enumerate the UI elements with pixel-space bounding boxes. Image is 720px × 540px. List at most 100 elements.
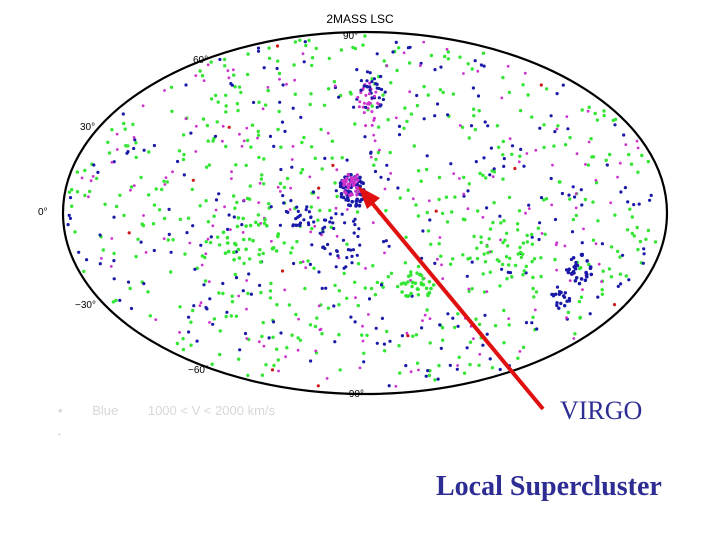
galaxy-dot: [586, 163, 591, 167]
galaxy-dot: [448, 262, 453, 266]
galaxy-dot: [644, 237, 648, 241]
galaxy-dot: [139, 175, 143, 180]
galaxy-dot: [403, 261, 408, 265]
galaxy-dot: [423, 313, 427, 317]
galaxy-dot: [419, 273, 424, 278]
galaxy-dot: [351, 248, 355, 252]
galaxy-dot: [467, 136, 471, 140]
galaxy-dot: [335, 234, 339, 238]
galaxy-dot: [98, 262, 102, 266]
galaxy-dot: [369, 151, 373, 155]
galaxy-dot: [206, 139, 210, 143]
galaxy-dot: [275, 66, 279, 71]
galaxy-dot: [289, 199, 293, 203]
galaxy-dot: [298, 38, 302, 42]
galaxy-dot: [596, 219, 600, 223]
galaxy-dot: [202, 283, 206, 287]
galaxy-dot: [476, 209, 480, 213]
galaxy-dot: [382, 349, 387, 353]
galaxy-dot: [402, 51, 406, 55]
galaxy-dot: [570, 230, 575, 234]
galaxy-dot: [80, 176, 84, 180]
galaxy-dot: [189, 131, 193, 135]
galaxy-dot: [567, 193, 571, 197]
galaxy-dot: [600, 242, 605, 246]
galaxy-dot: [365, 333, 369, 337]
galaxy-dot: [561, 294, 566, 298]
galaxy-dot: [101, 248, 106, 252]
galaxy-dot: [424, 286, 429, 291]
galaxy-dot: [555, 301, 559, 305]
galaxy-dot: [510, 144, 515, 148]
galaxy-dot: [353, 122, 357, 126]
galaxy-dot: [608, 152, 612, 157]
galaxy-dot: [424, 374, 428, 378]
galaxy-dot: [397, 133, 402, 137]
galaxy-dot: [317, 304, 321, 308]
galaxy-dot: [416, 287, 420, 292]
virgo-label: VIRGO: [560, 396, 643, 425]
galaxy-dot: [208, 297, 212, 301]
galaxy-dot: [524, 264, 528, 269]
galaxy-dot: [309, 230, 313, 234]
galaxy-dot: [314, 349, 318, 353]
galaxy-dot: [302, 135, 306, 140]
galaxy-dot: [605, 163, 609, 167]
galaxy-dot: [449, 162, 453, 166]
galaxy-dot: [429, 53, 434, 58]
galaxy-dot: [479, 240, 483, 245]
galaxy-dot: [333, 181, 337, 185]
galaxy-dot: [427, 280, 432, 284]
galaxy-dot: [316, 384, 320, 388]
galaxy-dot: [281, 83, 285, 87]
galaxy-dot: [579, 295, 584, 299]
galaxy-dot: [550, 203, 554, 207]
galaxy-dot: [328, 220, 332, 224]
galaxy-dot: [622, 133, 626, 137]
galaxy-dot: [600, 292, 605, 296]
galaxy-dot: [67, 190, 72, 194]
galaxy-dot: [558, 180, 562, 184]
lat-label-30n: 30°: [80, 122, 96, 133]
galaxy-dot: [438, 88, 443, 92]
galaxy-dot: [361, 324, 364, 328]
galaxy-dot: [284, 355, 287, 359]
galaxy-dot: [384, 239, 388, 243]
galaxy-dot: [419, 179, 423, 183]
galaxy-dot: [271, 335, 275, 339]
galaxy-dot: [588, 312, 592, 316]
galaxy-dot: [306, 259, 310, 263]
galaxy-dot: [244, 224, 248, 228]
galaxy-dot: [635, 225, 639, 230]
galaxy-dot: [317, 270, 321, 274]
galaxy-dot: [256, 49, 261, 53]
galaxy-dot: [251, 238, 255, 243]
lat-label-60n: 60°: [193, 55, 209, 66]
galaxy-dot: [152, 143, 156, 148]
galaxy-dot: [550, 292, 554, 297]
galaxy-dot: [405, 331, 409, 335]
galaxy-dot: [553, 130, 557, 134]
galaxy-dot: [309, 92, 313, 96]
galaxy-dot: [323, 225, 327, 229]
galaxy-dot: [301, 52, 305, 56]
galaxy-dot: [499, 238, 502, 242]
galaxy-dot: [400, 290, 404, 294]
galaxy-dot: [501, 240, 505, 245]
galaxy-dot: [277, 71, 282, 76]
galaxy-dot: [274, 249, 279, 253]
galaxy-dot: [235, 200, 239, 205]
galaxy-dot: [385, 163, 389, 167]
galaxy-dot: [501, 139, 505, 144]
galaxy-dot: [492, 201, 496, 205]
galaxy-dot: [597, 262, 601, 266]
galaxy-dot: [653, 240, 658, 244]
galaxy-dot: [203, 255, 207, 260]
galaxy-dot: [188, 241, 192, 245]
galaxy-dot: [301, 260, 305, 263]
galaxy-dot: [627, 152, 631, 157]
galaxy-dot: [309, 215, 313, 220]
galaxy-dot: [221, 291, 225, 296]
galaxy-dot: [132, 146, 136, 151]
galaxy-dot: [256, 223, 261, 227]
